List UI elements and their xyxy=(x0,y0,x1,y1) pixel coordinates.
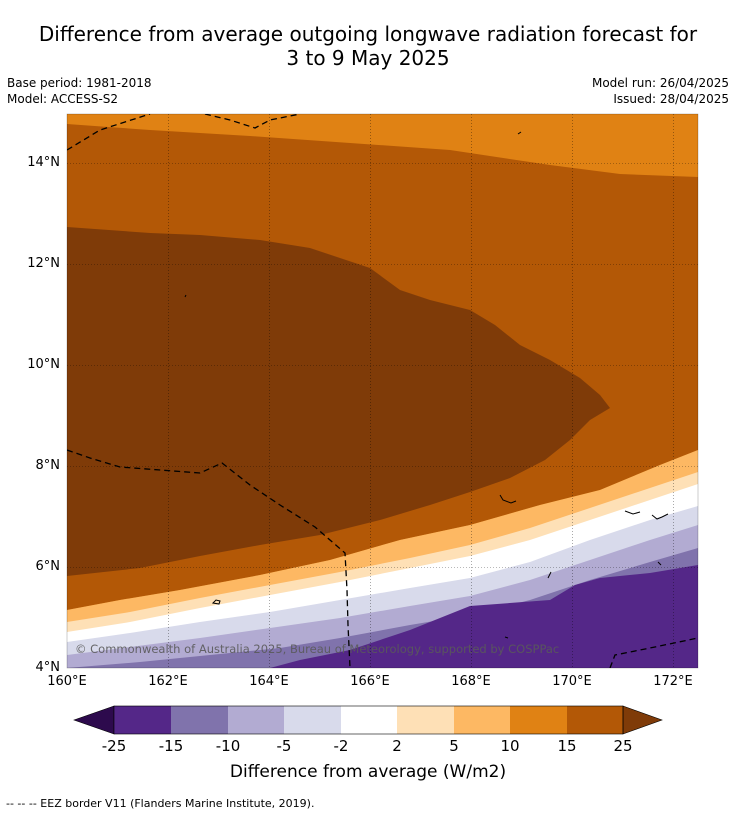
colorbar-extend-low xyxy=(73,705,115,735)
colorbar-swatch xyxy=(171,706,228,734)
lon-label-170e: 170°E xyxy=(552,674,592,689)
eez-footnote: -- -- -- EEZ border V11 (Flanders Marine… xyxy=(6,797,315,810)
title-line-1: Difference from average outgoing longwav… xyxy=(38,22,698,46)
lon-label-162e: 162°E xyxy=(148,674,188,689)
lon-label-172e: 172°E xyxy=(653,674,693,689)
colorbar-swatch xyxy=(284,706,341,734)
colorbar xyxy=(73,705,663,735)
colorbar-swatch xyxy=(397,706,454,734)
model-run: Model run: 26/04/2025 xyxy=(591,76,729,90)
colorbar-swatch xyxy=(454,706,510,734)
lon-label-166e: 166°E xyxy=(350,674,390,689)
colorbar-label: -5 xyxy=(276,737,292,755)
colorbar-label: -10 xyxy=(215,737,241,755)
colorbar-extend-high xyxy=(622,705,663,735)
colorbar-swatch xyxy=(567,706,623,734)
map-frame xyxy=(66,113,699,669)
colorbar-label: -2 xyxy=(333,737,349,755)
contour-band-neg15-neg25 xyxy=(270,565,698,668)
lat-label-14n: 14°N xyxy=(27,155,60,170)
colorbar-swatch xyxy=(114,706,171,734)
contour-layer xyxy=(67,114,698,668)
colorbar-label: -15 xyxy=(158,737,184,755)
lat-label-6n: 6°N xyxy=(35,559,61,574)
contour-band-gt25 xyxy=(67,227,610,576)
meta-right: Model run: 26/04/2025 Issued: 28/04/2025 xyxy=(592,75,729,107)
lon-label-164e: 164°E xyxy=(249,674,289,689)
colorbar-label: 5 xyxy=(449,737,459,755)
lat-label-4n: 4°N xyxy=(35,660,61,675)
colorbar-swatch xyxy=(341,706,397,734)
lat-label-12n: 12°N xyxy=(27,256,60,271)
lat-label-8n: 8°N xyxy=(35,458,61,473)
meta-left: Base period: 1981-2018 Model: ACCESS-S2 xyxy=(7,75,152,107)
islands xyxy=(184,131,669,639)
lat-label-10n: 10°N xyxy=(27,357,60,372)
colorbar-label: 2 xyxy=(392,737,402,755)
title-line-2: 3 to 9 May 2025 xyxy=(286,46,450,70)
issued-date: Issued: 28/04/2025 xyxy=(613,92,729,106)
colorbar-title: Difference from average (W/m2) xyxy=(229,762,507,782)
map-title: Difference from average outgoing longwav… xyxy=(0,22,736,70)
lon-label-168e: 168°E xyxy=(451,674,491,689)
colorbar-swatch xyxy=(510,706,567,734)
eez-border xyxy=(67,114,698,668)
copyright-notice: © Commonwealth of Australia 2025, Bureau… xyxy=(75,642,560,656)
graticule xyxy=(67,114,698,668)
model-name: Model: ACCESS-S2 xyxy=(7,92,119,106)
colorbar-swatch xyxy=(228,706,284,734)
lon-label-160e: 160°E xyxy=(47,674,87,689)
colorbar-label: 10 xyxy=(500,737,520,755)
colorbar-label: 15 xyxy=(557,737,577,755)
base-period: Base period: 1981-2018 xyxy=(7,76,152,90)
colorbar-label: -25 xyxy=(101,737,127,755)
colorbar-label: 25 xyxy=(613,737,633,755)
